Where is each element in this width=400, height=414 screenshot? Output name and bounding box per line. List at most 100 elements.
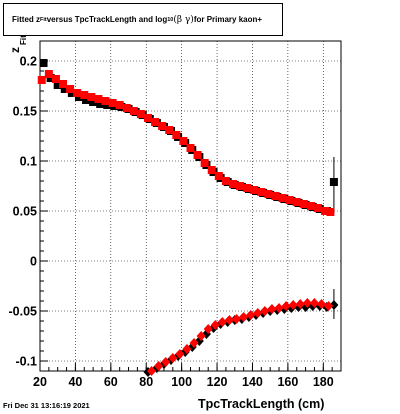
x-tick-label: 140	[242, 375, 263, 389]
data-point-square	[257, 188, 266, 196]
data-point-square	[82, 96, 91, 104]
x-axis-label: TpcTrackLength (cm)	[198, 397, 325, 411]
data-point-square	[122, 104, 131, 112]
data-point-square	[172, 131, 181, 139]
data-point-square	[80, 91, 89, 99]
data-point-square	[329, 178, 338, 186]
timestamp-footer: Fri Dec 31 13:16:19 2021	[3, 401, 90, 410]
data-point-diamond	[288, 300, 298, 310]
data-point-square	[193, 151, 202, 159]
y-tick-label: 0.1	[20, 155, 37, 169]
data-point-diamond	[224, 315, 234, 325]
data-point-diamond	[161, 357, 171, 367]
data-point-square	[321, 207, 330, 215]
y-tick-label: -0.1	[15, 355, 37, 369]
data-point-diamond	[267, 304, 277, 314]
data-point-square	[207, 166, 216, 174]
data-point-square	[115, 101, 124, 109]
title-subscript: Fit	[40, 16, 47, 23]
data-point-square	[278, 194, 287, 202]
data-point-diamond	[217, 317, 227, 327]
data-point-diamond	[175, 349, 185, 359]
data-point-diamond	[317, 299, 327, 309]
data-point-square	[59, 80, 68, 88]
y-tick-label: 0.05	[13, 205, 37, 219]
data-point-diamond	[147, 366, 157, 376]
data-point-diamond	[309, 298, 319, 308]
data-point-diamond	[324, 301, 334, 311]
data-point-square	[179, 137, 188, 145]
y-tick-label: 0.2	[20, 55, 37, 69]
data-point-diamond	[253, 308, 263, 318]
x-tick-label: 180	[313, 375, 334, 389]
x-tick-label: 100	[171, 375, 192, 389]
data-point-square	[89, 98, 98, 106]
x-tick-label: 160	[277, 375, 298, 389]
data-point-diamond	[189, 338, 199, 348]
data-point-diamond	[281, 301, 291, 311]
data-point-square	[292, 198, 301, 206]
data-point-square	[66, 85, 75, 93]
data-point-square	[94, 95, 103, 103]
data-point-diamond	[302, 298, 312, 308]
y-tick-label: 0	[30, 255, 37, 269]
data-point-square	[73, 89, 82, 97]
title-beta-gamma: (β γ)	[173, 14, 194, 25]
data-point-square	[243, 184, 252, 192]
data-point-square	[144, 114, 153, 122]
data-point-diamond	[232, 314, 242, 324]
data-point-diamond	[168, 353, 178, 363]
data-point-square	[87, 93, 96, 101]
data-point-square	[101, 97, 110, 105]
data-point-diamond	[182, 344, 192, 354]
data-point-square	[214, 172, 223, 180]
title-suffix: for Primary kaon+	[193, 15, 263, 24]
data-point-square	[60, 85, 69, 93]
data-point-square	[44, 70, 53, 78]
y-tick-label: -0.05	[9, 305, 38, 319]
data-point-square	[53, 81, 62, 89]
data-point-square	[165, 126, 174, 134]
title-middle: versus TpcTrackLength and log	[46, 15, 168, 24]
x-tick-label: 120	[207, 375, 228, 389]
data-point-diamond	[196, 331, 206, 341]
y-axis-label-sub: Fit	[19, 35, 28, 45]
data-point-square	[200, 159, 209, 167]
data-point-square	[221, 177, 230, 185]
data-point-square	[306, 202, 315, 210]
data-point-square	[285, 196, 294, 204]
data-point-diamond	[203, 324, 213, 334]
x-tick-label: 20	[33, 375, 47, 389]
data-point-square	[158, 122, 167, 130]
data-point-square	[299, 200, 308, 208]
data-point-diamond	[154, 361, 164, 371]
data-point-square	[186, 144, 195, 152]
data-point-square	[108, 99, 117, 107]
data-point-square	[96, 100, 105, 108]
y-axis-label: z Fit	[8, 35, 28, 53]
title-log-base: 10	[167, 16, 174, 23]
data-point-square	[264, 190, 273, 198]
y-axis-label-main: z	[8, 47, 22, 53]
y-tick-label: 0.15	[13, 105, 37, 119]
data-point-diamond	[260, 306, 270, 316]
x-tick-label: 40	[68, 375, 82, 389]
data-point-square	[271, 192, 280, 200]
data-point-diamond	[295, 299, 305, 309]
data-point-square	[326, 208, 335, 216]
data-point-square	[136, 110, 145, 118]
title-prefix: Fitted z	[12, 15, 40, 24]
data-point-square	[39, 59, 48, 67]
data-point-square	[129, 107, 138, 115]
data-point-diamond	[239, 312, 249, 322]
data-point-diamond	[274, 303, 284, 313]
data-point-square	[37, 76, 46, 84]
x-tick-label: 60	[104, 375, 118, 389]
data-point-square	[313, 204, 322, 212]
data-point-diamond	[246, 310, 256, 320]
data-point-square	[228, 180, 237, 188]
chart-title: Fitted z Fit versus TpcTrackLength and l…	[3, 3, 283, 36]
x-tick-label: 80	[139, 375, 153, 389]
data-point-square	[236, 182, 245, 190]
